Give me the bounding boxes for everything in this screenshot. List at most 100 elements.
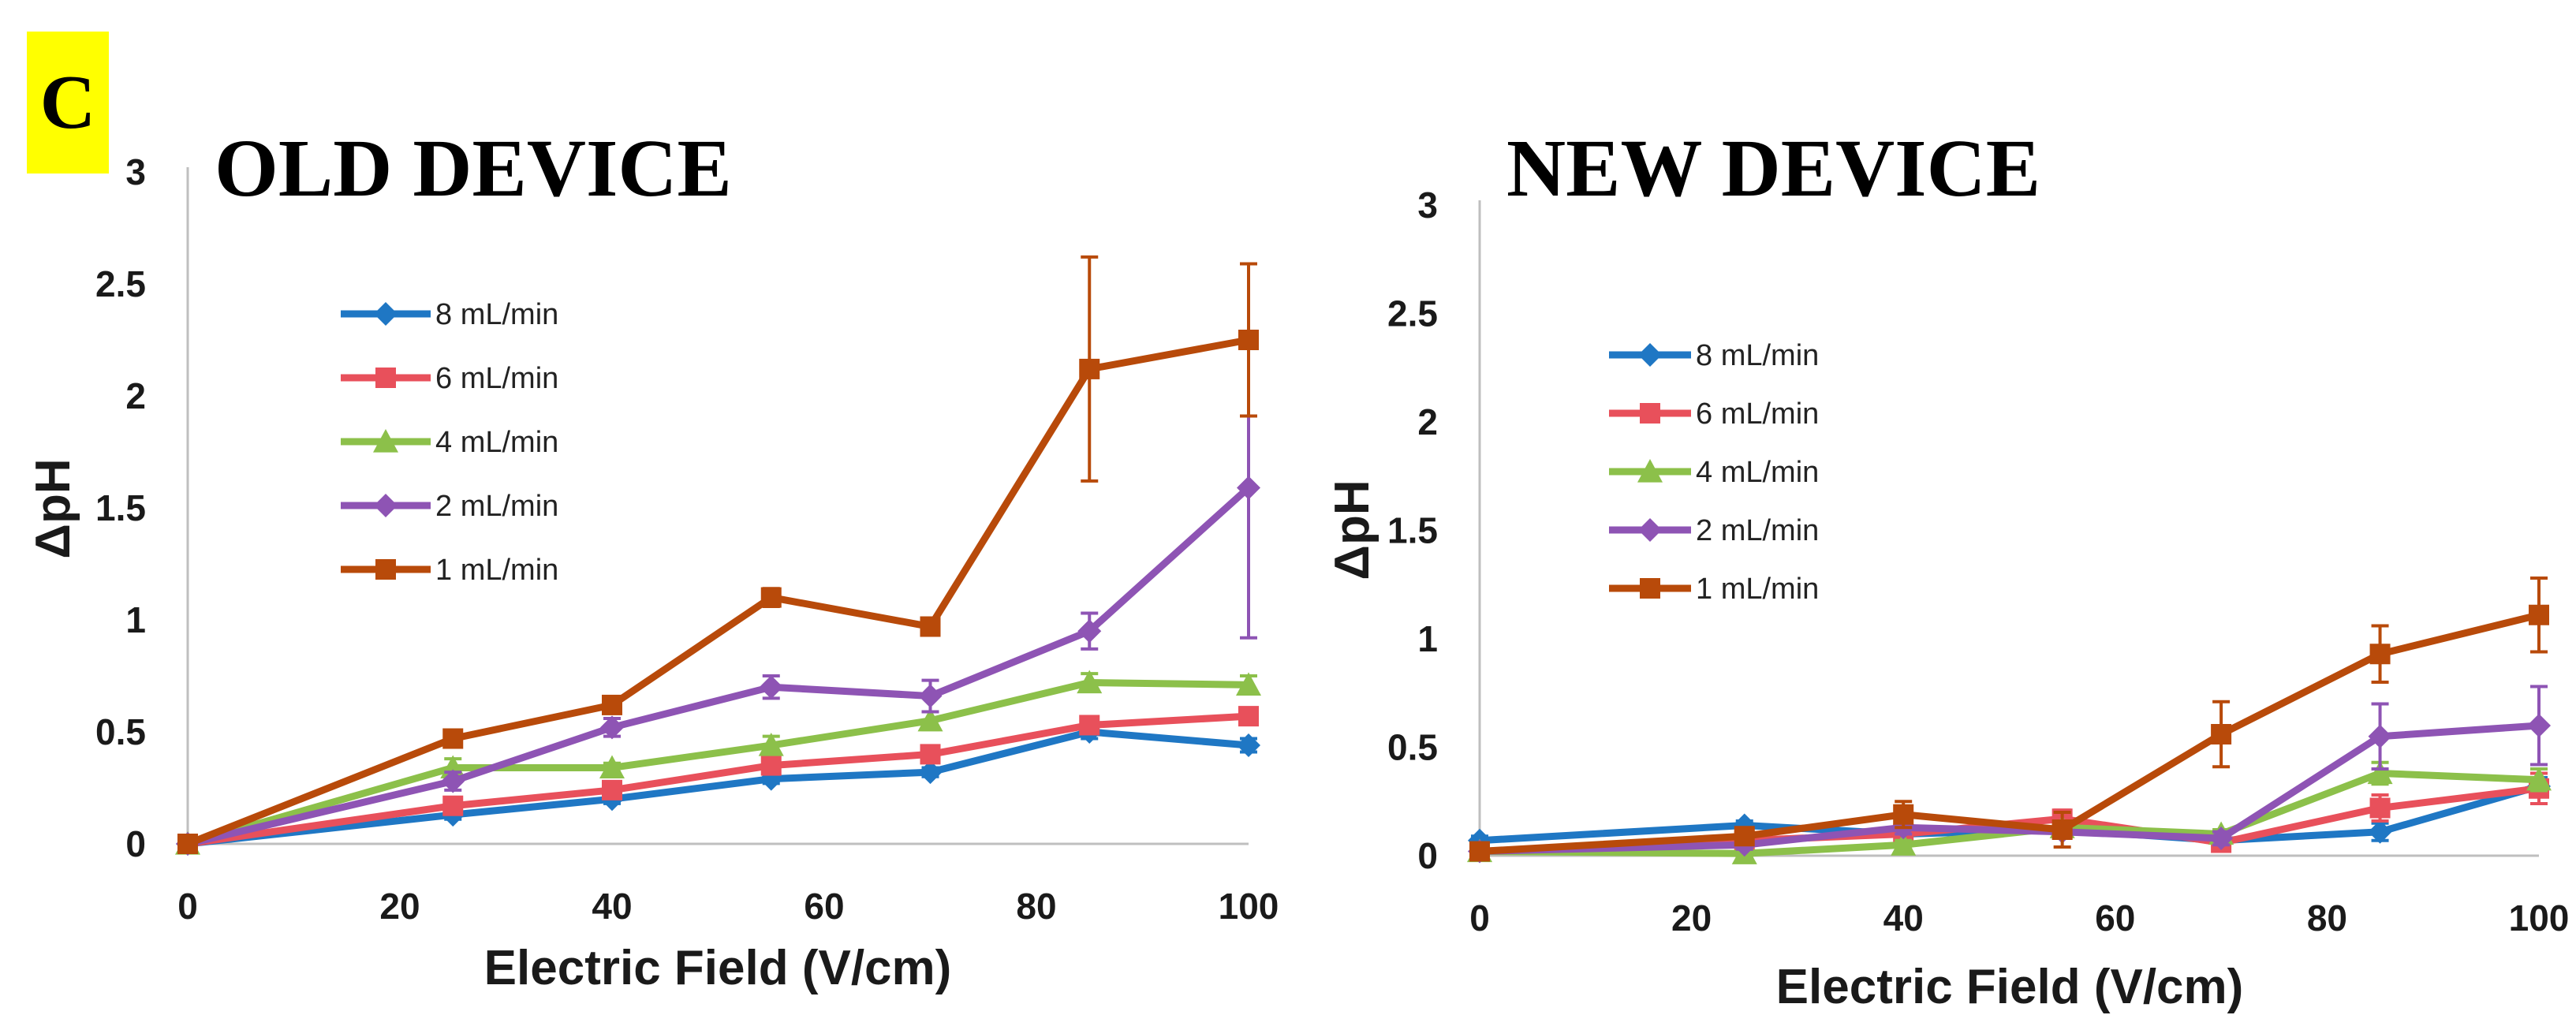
new-legend: 8 mL/min 6 mL/min 4 mL/min 2 mL/min 1 mL/min xyxy=(1609,339,1819,606)
new-data-point xyxy=(1469,841,1490,862)
old-data-point xyxy=(759,675,783,700)
new-legend-item: 2 mL/min xyxy=(1609,514,1819,547)
old-legend-item: 6 mL/min xyxy=(341,362,558,395)
legend-label: 8 mL/min xyxy=(1696,339,1819,372)
old-data-point xyxy=(1237,733,1260,758)
old-data-point xyxy=(600,715,624,740)
old-series-4 xyxy=(177,255,1259,854)
legend-label: 4 mL/min xyxy=(435,426,558,459)
legend-marker xyxy=(375,559,396,580)
new-data-point xyxy=(2368,724,2392,748)
new-data-point xyxy=(2369,797,2391,819)
legend-marker xyxy=(373,429,398,453)
old-y-tick-label: 2 xyxy=(125,375,146,416)
old-data-point xyxy=(920,744,941,765)
old-legend-item: 8 mL/min xyxy=(341,298,558,331)
old-y-tick-label: 2.5 xyxy=(95,263,146,304)
legend-label: 2 mL/min xyxy=(1696,514,1819,547)
old-chart-title: OLD DEVICE xyxy=(215,123,732,214)
new-y-tick-label: 0.5 xyxy=(1387,727,1438,768)
new-legend-item: 4 mL/min xyxy=(1609,456,1819,489)
old-data-point xyxy=(760,587,782,608)
new-x-axis-label: Electric Field (V/cm) xyxy=(1776,960,2244,1014)
old-data-point xyxy=(1238,706,1259,727)
old-legend: 8 mL/min 6 mL/min 4 mL/min 2 mL/min 1 mL/min xyxy=(341,298,558,587)
legend-label: 8 mL/min xyxy=(435,298,558,331)
old-chart: OLD DEVICE 0 0.5 1 1.5 2 2.5 3 0 20 40 60 80 100 Elect… xyxy=(26,123,1279,995)
new-data-point xyxy=(2211,724,2232,744)
old-data-point xyxy=(602,694,622,715)
old-x-tick-label: 60 xyxy=(804,886,844,927)
new-y-tick-label: 2.5 xyxy=(1387,293,1438,334)
new-chart-title: NEW DEVICE xyxy=(1506,123,2040,214)
legend-marker xyxy=(1638,343,1662,367)
old-data-point xyxy=(442,728,464,749)
old-y-tick-label: 1 xyxy=(125,599,146,640)
new-chart: NEW DEVICE 0 0.5 1 1.5 2 2.5 3 0 20 40 60 80 100 Elect… xyxy=(1325,123,2569,1014)
new-data-point xyxy=(2527,714,2551,737)
old-data-point xyxy=(918,760,943,785)
new-data-point xyxy=(2051,819,2073,840)
old-data-point xyxy=(599,755,625,779)
new-series-4 xyxy=(1469,577,2549,862)
old-series-1 xyxy=(177,706,1259,854)
old-x-tick-label: 40 xyxy=(592,886,632,927)
new-data-point xyxy=(2369,644,2391,665)
new-x-tick-label: 20 xyxy=(1671,897,1712,939)
new-y-tick-label: 1.5 xyxy=(1387,510,1438,551)
legend-label: 1 mL/min xyxy=(1696,573,1819,606)
new-data-point xyxy=(2209,827,2234,850)
old-data-point xyxy=(920,616,941,637)
old-data-point xyxy=(758,733,784,756)
new-data-point xyxy=(2529,604,2549,625)
old-y-tick-label: 0 xyxy=(125,823,146,864)
new-data-point xyxy=(2367,760,2393,785)
new-data-point xyxy=(1891,832,1917,856)
old-y-tick-label: 1.5 xyxy=(95,487,146,528)
old-x-tick-label: 20 xyxy=(379,886,420,927)
legend-marker xyxy=(1640,578,1660,599)
old-data-point xyxy=(1237,476,1260,500)
legend-marker xyxy=(375,368,396,388)
legend-marker xyxy=(374,494,398,517)
legend-label: 6 mL/min xyxy=(1696,397,1819,431)
old-data-point xyxy=(602,779,622,800)
old-data-point xyxy=(918,684,943,708)
new-y-tick-label: 0 xyxy=(1417,835,1438,876)
old-data-point xyxy=(177,834,198,854)
new-x-tick-label: 60 xyxy=(2095,897,2135,939)
legend-marker xyxy=(374,302,398,326)
new-x-tick-label: 0 xyxy=(1469,897,1490,939)
panel-label: C xyxy=(27,32,109,174)
legend-marker xyxy=(1638,518,1662,542)
new-y-tick-label: 1 xyxy=(1417,618,1438,659)
old-data-point xyxy=(1236,672,1261,696)
old-data-point xyxy=(441,769,465,793)
old-y-tick-label: 0.5 xyxy=(95,711,146,752)
old-x-axis-label: Electric Field (V/cm) xyxy=(484,941,952,995)
new-data-point xyxy=(2526,767,2552,791)
new-data-point xyxy=(2368,819,2392,844)
old-series-line xyxy=(187,728,1249,848)
new-y-tick-label: 3 xyxy=(1417,185,1438,226)
old-data-point xyxy=(442,795,464,816)
old-data-point xyxy=(917,707,943,732)
old-data-point xyxy=(760,755,782,776)
old-legend-item: 1 mL/min xyxy=(341,554,558,587)
old-series-3 xyxy=(176,336,1260,856)
old-legend-item: 2 mL/min xyxy=(341,490,558,523)
old-y-tick-label: 3 xyxy=(125,151,146,192)
new-legend-item: 1 mL/min xyxy=(1609,573,1819,606)
old-data-point xyxy=(1238,330,1259,350)
new-data-point xyxy=(1893,804,1914,825)
new-y-tick-label: 2 xyxy=(1417,401,1438,442)
old-series-line xyxy=(186,485,1252,848)
legend-label: 2 mL/min xyxy=(435,490,558,523)
new-y-axis-label: ΔpH xyxy=(1325,480,1379,580)
legend-label: 6 mL/min xyxy=(435,362,558,395)
old-legend-item: 4 mL/min xyxy=(341,426,558,459)
old-series-0 xyxy=(176,720,1260,856)
new-x-tick-label: 80 xyxy=(2307,897,2347,939)
new-data-point xyxy=(1734,826,1755,847)
